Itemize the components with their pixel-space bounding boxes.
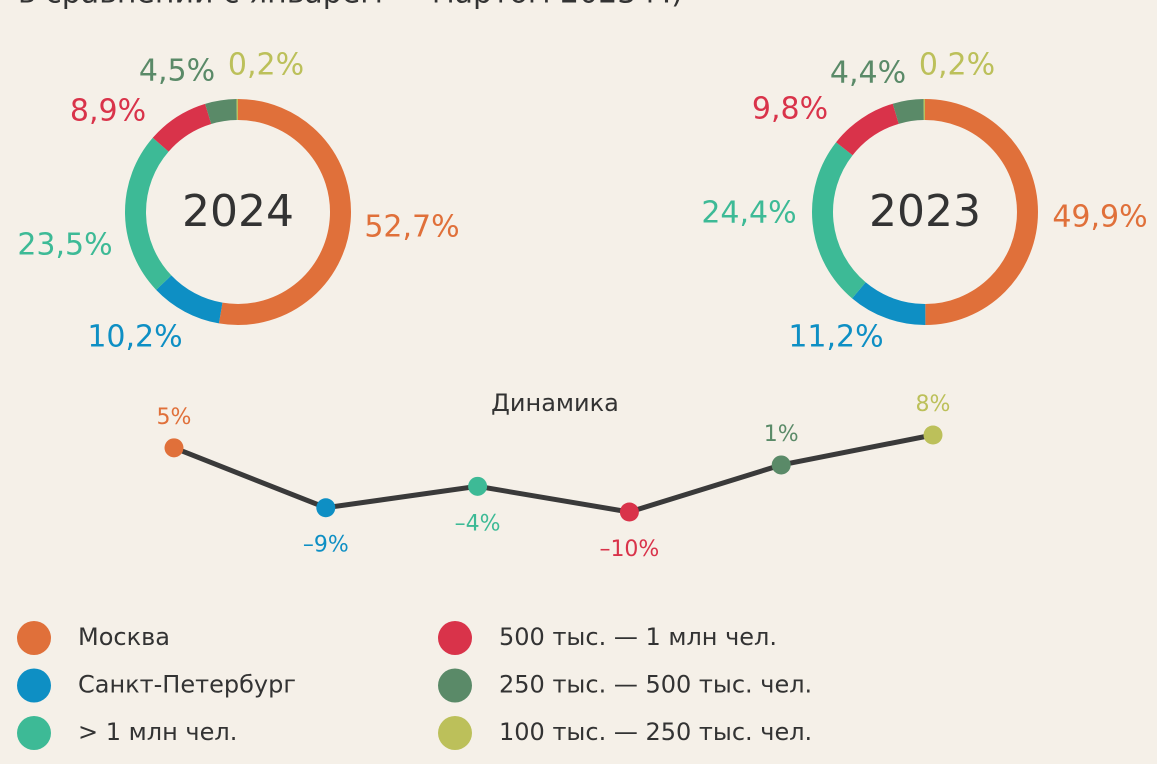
trend-line: [173, 432, 934, 515]
legend-label: Санкт-Петербург: [78, 671, 296, 699]
donut-slice: [125, 137, 172, 290]
point-label: 5%: [157, 405, 192, 430]
point: [619, 502, 639, 522]
point-label: 8%: [916, 392, 951, 417]
slice-label: 8,9%: [70, 94, 146, 129]
legend-swatch: [17, 716, 51, 750]
slice-label: 0,2%: [228, 48, 304, 83]
donut-year: 2024: [182, 186, 294, 237]
slice-label: 11,2%: [788, 320, 883, 355]
slice-label: 4,5%: [139, 54, 215, 89]
donut-slice: [152, 103, 212, 152]
point-label: –4%: [455, 511, 501, 536]
slice-label: 0,2%: [919, 48, 995, 83]
slice-label: 23,5%: [17, 228, 112, 263]
donut-slice: [156, 275, 223, 324]
donut-year: 2023: [869, 186, 981, 237]
legend-label: > 1 млн чел.: [78, 718, 237, 746]
slice-label: 49,9%: [1052, 200, 1147, 235]
slice-label: 10,2%: [87, 320, 182, 355]
legend-swatch: [17, 621, 51, 655]
donut-slice: [812, 142, 866, 299]
donut-slice: [218, 99, 351, 325]
line-title: Динамика: [491, 389, 619, 417]
donut-slice: [852, 282, 926, 325]
legend-label: 500 тыс. — 1 млн чел.: [499, 623, 777, 651]
legend-swatch: [438, 621, 472, 655]
donut-slice: [836, 103, 900, 156]
donut-slice: [924, 99, 1038, 325]
point: [164, 438, 184, 458]
donut-slice: [892, 99, 925, 124]
point-label: 1%: [764, 422, 799, 447]
point-label: –9%: [303, 533, 349, 558]
point-label: –10%: [599, 537, 659, 562]
legend-label: Москва: [78, 623, 170, 651]
point: [923, 425, 943, 445]
point: [771, 455, 791, 475]
legend-label: 250 тыс. — 500 тыс. чел.: [499, 671, 812, 699]
point: [468, 476, 488, 496]
legend-swatch: [438, 716, 472, 750]
legend-swatch: [17, 668, 51, 703]
slice-label: 52,7%: [364, 210, 459, 245]
legend-label: 100 тыс. — 250 тыс. чел.: [499, 718, 812, 746]
slice-label: 9,8%: [752, 92, 828, 127]
subtitle: в сравнении с январём — мартом 2023 г.): [18, 0, 683, 11]
slice-label: 4,4%: [830, 56, 906, 91]
slice-label: 24,4%: [701, 196, 796, 231]
legend-swatch: [438, 668, 472, 703]
point: [316, 498, 336, 518]
donut-slice: [205, 99, 238, 125]
